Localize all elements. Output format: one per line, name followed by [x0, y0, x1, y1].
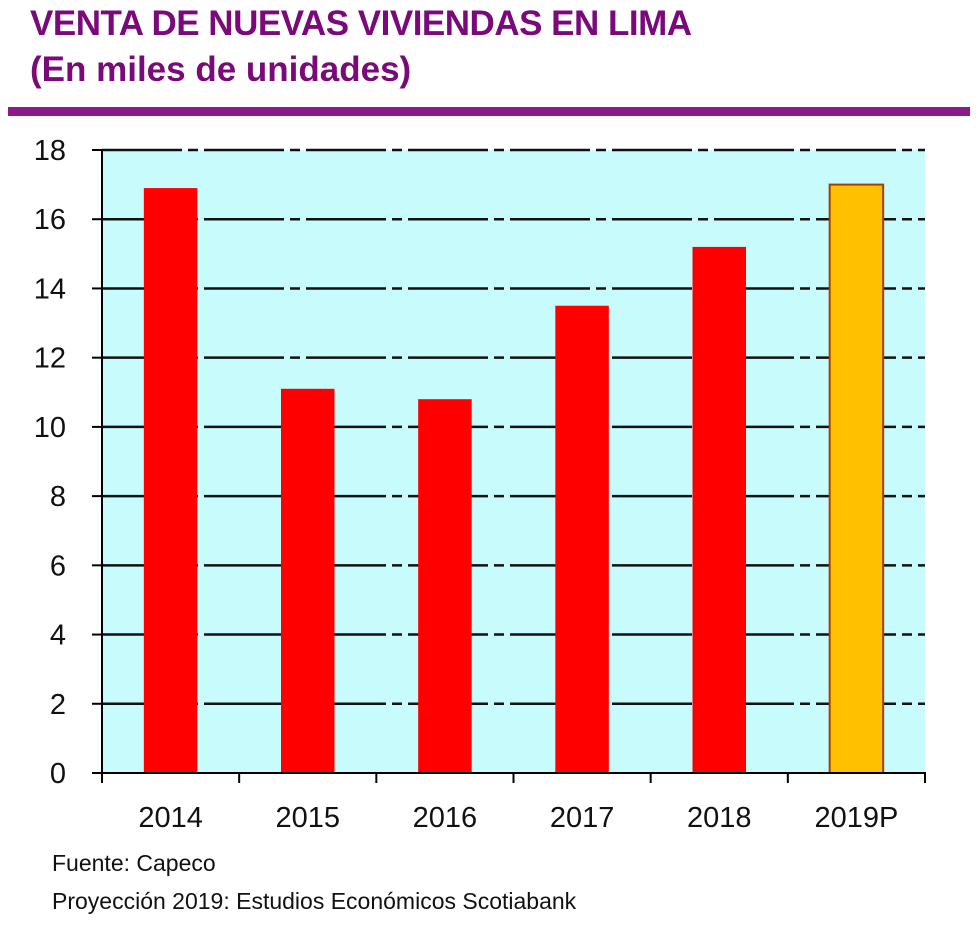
- x-tick-label: 2019P: [814, 802, 898, 834]
- bar-2015: [281, 388, 335, 773]
- x-tick-label: 2016: [413, 802, 478, 834]
- gridlines: [102, 148, 925, 706]
- bar-2016: [418, 399, 472, 773]
- bar-2018: [692, 246, 746, 773]
- bars: [143, 183, 885, 775]
- bar-2019P: [828, 183, 885, 775]
- x-tick-label: 2015: [275, 802, 340, 834]
- plot-area: [102, 150, 925, 773]
- projection-note: Proyección 2019: Estudios Económicos Sco…: [52, 888, 577, 914]
- y-tick-label: 16: [34, 204, 66, 236]
- bar-2014: [143, 188, 198, 774]
- y-tick-label: 6: [50, 550, 66, 582]
- x-tick-label: 2017: [550, 802, 615, 834]
- source-note: Fuente: Capeco: [52, 850, 216, 876]
- y-tick-label: 14: [34, 273, 66, 305]
- y-tick-label: 2: [50, 689, 66, 721]
- x-axis-ticks: 2014 2015 2016 2017 2018 2019P: [101, 773, 926, 834]
- y-tick-label: 18: [34, 135, 66, 167]
- y-tick-label: 8: [50, 481, 66, 513]
- y-tick-label: 12: [34, 343, 66, 375]
- bar-2017: [555, 305, 609, 773]
- y-axis-ticks: 0 2 4 6 8 10 12 14 16 18: [34, 135, 102, 790]
- y-tick-label: 10: [34, 412, 66, 444]
- y-tick-label: 4: [50, 620, 66, 652]
- x-tick-label: 2018: [687, 802, 752, 834]
- chart-title: VENTA DE NUEVAS VIVIENDAS EN LIMA: [30, 4, 692, 43]
- title-divider: [8, 107, 970, 116]
- x-tick-label: 2014: [138, 802, 203, 834]
- bar-chart: 0 2 4 6 8 10 12 14 16 18 2014 2015 2016 2017 2018 2019…: [34, 135, 926, 834]
- chart-subtitle: (En miles de unidades): [30, 50, 412, 89]
- y-tick-label: 0: [50, 758, 66, 790]
